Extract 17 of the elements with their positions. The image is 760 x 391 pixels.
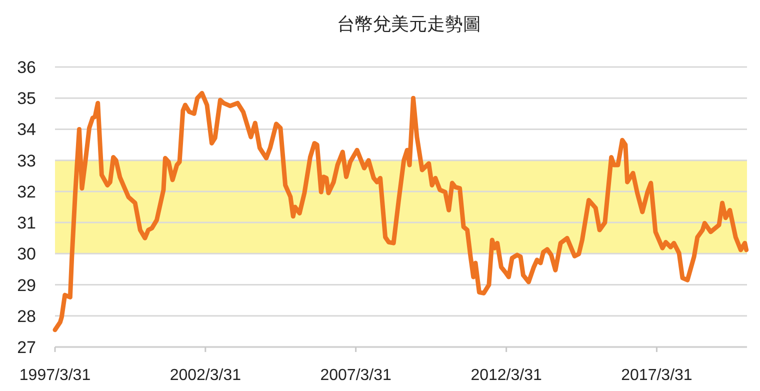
y-tick-label: 30 <box>17 244 36 264</box>
x-tick-label: 2002/3/31 <box>170 367 242 384</box>
y-tick-label: 36 <box>17 58 36 77</box>
line-series <box>52 90 749 332</box>
x-tick-label: 2007/3/31 <box>320 367 392 384</box>
x-tick-label: 2017/3/31 <box>621 367 692 384</box>
x-tick-label: 1997/3/31 <box>19 367 91 384</box>
y-tick-label: 31 <box>17 214 36 233</box>
y-tick-label: 35 <box>17 89 36 108</box>
y-tick-label: 27 <box>17 338 36 357</box>
y-tick-label: 34 <box>17 120 36 140</box>
y-tick-label: 33 <box>17 151 36 170</box>
y-tick-label: 29 <box>17 276 36 295</box>
x-tick-label: 2012/3/31 <box>470 367 542 384</box>
y-tick-label: 32 <box>17 182 36 202</box>
y-tick-label: 28 <box>17 306 36 326</box>
chart-title: 台幣兌美元走勢圖 <box>337 14 481 34</box>
